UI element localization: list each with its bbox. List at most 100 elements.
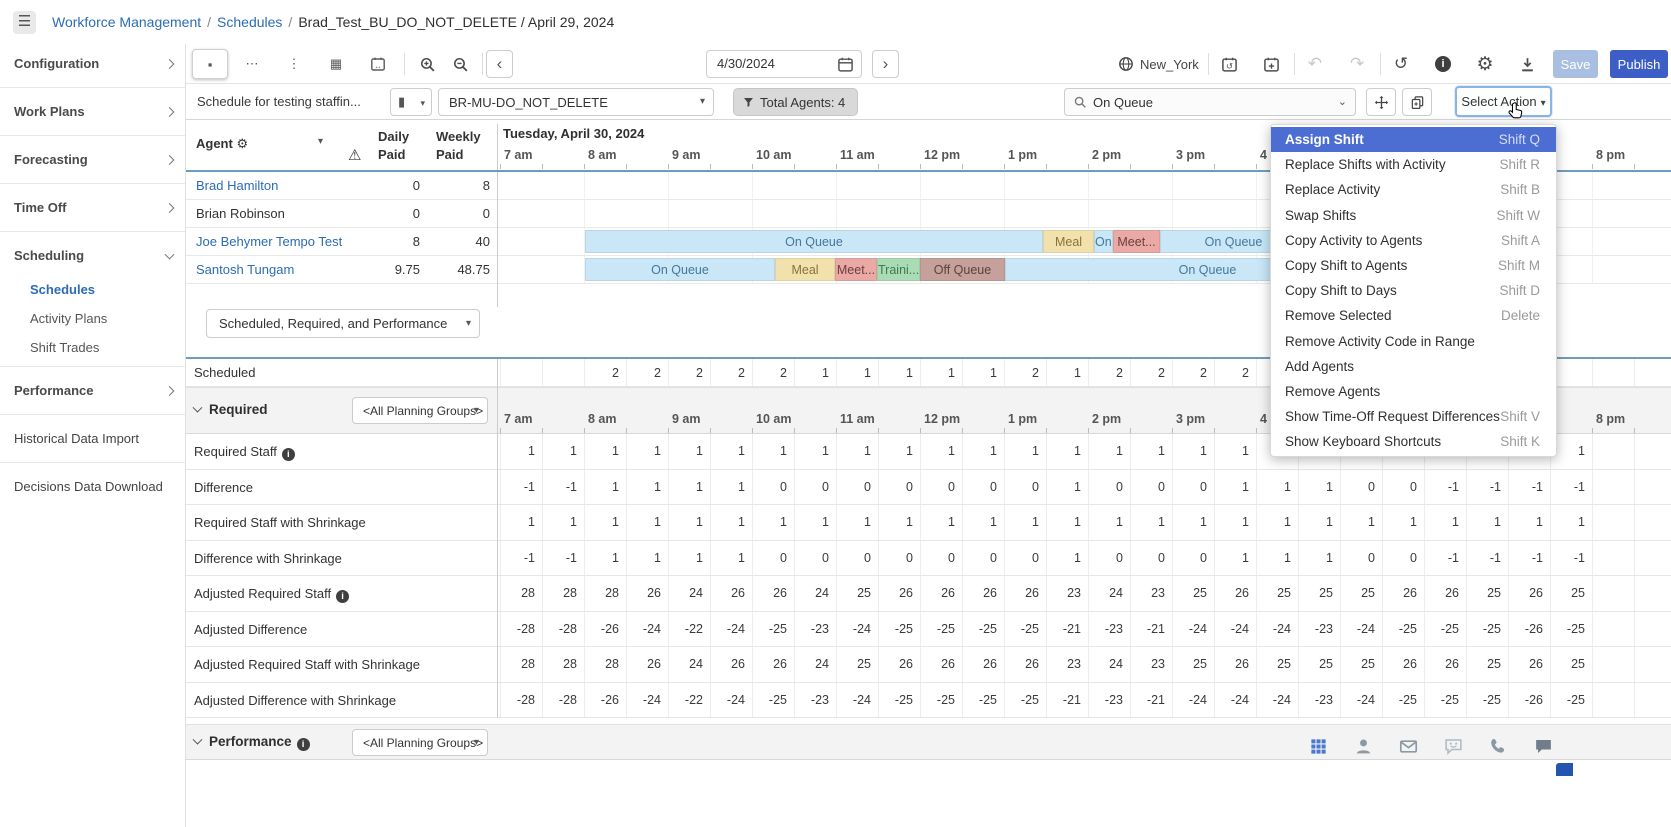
- prev-day-button[interactable]: ‹: [486, 50, 513, 78]
- planning-groups-select[interactable]: <All Planning Groups> ▾: [352, 729, 488, 756]
- sidebar-item-configuration[interactable]: Configuration: [0, 44, 185, 83]
- time-label: 3 pm: [1176, 148, 1206, 162]
- corner-widget[interactable]: [1556, 763, 1573, 776]
- shift-segment-off_queue[interactable]: Off Queue: [920, 258, 1005, 281]
- menu-item-swap-shifts[interactable]: Swap Shifts Shift W: [1271, 203, 1556, 228]
- column-view-button[interactable]: ⋮: [287, 56, 301, 71]
- publish-button[interactable]: Publish: [1610, 50, 1668, 78]
- agent-name-link[interactable]: Santosh Tungam: [196, 262, 295, 277]
- staffing-cell: 0: [878, 469, 920, 504]
- breadcrumb-item[interactable]: Workforce Management: [52, 14, 202, 30]
- menu-item-remove-selected[interactable]: Remove Selected Delete: [1271, 303, 1556, 328]
- next-day-button[interactable]: ›: [872, 50, 899, 78]
- shift-segment-on_queue[interactable]: On Queue: [585, 258, 775, 281]
- agent-row[interactable]: Santosh Tungam 9.75 48.75 On Queue Meal Meet.…: [186, 256, 1671, 284]
- time-tick: [1592, 164, 1593, 169]
- menu-item-show-time-off-request-differences[interactable]: Show Time-Off Request Differences Shift V: [1271, 404, 1556, 429]
- sidebar-item-work-plans[interactable]: Work Plans: [0, 92, 185, 131]
- calendar-add-icon[interactable]: [1256, 51, 1286, 77]
- select-action-button[interactable]: Select Action ▾: [1455, 86, 1552, 117]
- zoom-out-icon[interactable]: [445, 51, 475, 77]
- agent-row[interactable]: Brian Robinson 0 0: [186, 200, 1671, 228]
- menu-item-add-agents[interactable]: Add Agents: [1285, 358, 1355, 374]
- management-unit-icon-button[interactable]: ▮ ▾: [390, 88, 432, 116]
- breadcrumb-item[interactable]: Schedules: [217, 14, 283, 30]
- time-tick: [500, 428, 501, 433]
- move-shift-icon-button[interactable]: [1366, 88, 1396, 116]
- menu-item-remove-agents[interactable]: Remove Agents: [1285, 383, 1381, 399]
- performance-section-title[interactable]: Performance i: [192, 734, 310, 751]
- shift-segment-meal[interactable]: Meal: [775, 258, 835, 281]
- undo-icon[interactable]: ↶: [1307, 54, 1323, 73]
- grid-view-button[interactable]: ▦: [329, 56, 343, 71]
- sidebar-item-forecasting[interactable]: Forecasting: [0, 140, 185, 179]
- date-range-view-button[interactable]: ↔: [360, 49, 396, 79]
- info-icon[interactable]: i: [281, 448, 295, 461]
- planning-groups-select[interactable]: <All Planning Groups> ▾: [352, 397, 488, 424]
- menu-item-replace-activity[interactable]: Replace Activity Shift B: [1271, 177, 1556, 202]
- people-icon[interactable]: [1350, 733, 1376, 759]
- download-icon[interactable]: [1512, 51, 1542, 77]
- envelope-icon[interactable]: [1395, 733, 1421, 759]
- gear-icon[interactable]: ⚙: [236, 136, 249, 151]
- staffing-row-label: Adjusted Required Staff i: [194, 586, 350, 603]
- info-icon[interactable]: i: [1428, 51, 1458, 77]
- timezone-selector[interactable]: New_York: [1118, 56, 1199, 72]
- agent-name-link[interactable]: Brad Hamilton: [196, 178, 279, 193]
- shift-segment-on_queue[interactable]: On..: [1094, 230, 1113, 253]
- staffing-row-label: Required Staff with Shrinkage: [194, 515, 366, 530]
- activity-search-combobox[interactable]: On Queue ⌄: [1064, 88, 1356, 116]
- copy-shift-icon-button[interactable]: [1402, 88, 1432, 116]
- sidebar-item-schedules[interactable]: Schedules: [30, 282, 96, 297]
- save-button[interactable]: Save: [1553, 50, 1598, 78]
- chat-icon[interactable]: [1530, 733, 1556, 759]
- sidebar-item-time-off[interactable]: Time Off: [0, 188, 185, 227]
- menu-item-show-keyboard-shortcuts[interactable]: Show Keyboard Shortcuts Shift K: [1271, 429, 1556, 454]
- management-unit-value: BR-MU-DO_NOT_DELETE: [449, 95, 608, 110]
- agent-column-header[interactable]: Agent ⚙: [196, 136, 249, 151]
- history-icon[interactable]: ↺: [1393, 54, 1409, 73]
- sidebar-item-performance[interactable]: Performance: [0, 371, 185, 410]
- sidebar-item-scheduling[interactable]: Scheduling: [0, 236, 185, 275]
- info-icon[interactable]: i: [336, 590, 350, 603]
- shift-segment-meeting[interactable]: Meet...: [1113, 230, 1160, 253]
- redo-icon[interactable]: ↷: [1349, 54, 1365, 73]
- search-icon: [1073, 95, 1087, 109]
- menu-item-assign-shift[interactable]: Assign Shift Shift Q: [1271, 127, 1556, 153]
- smiley-chat-icon[interactable]: [1440, 733, 1466, 759]
- shift-segment-training[interactable]: Traini...: [877, 258, 920, 281]
- staffing-cell: 28: [500, 647, 542, 682]
- calendar-icon[interactable]: [837, 56, 854, 73]
- sidebar-item-activity-plans[interactable]: Activity Plans: [30, 311, 108, 326]
- chevron-right-icon: [164, 106, 175, 117]
- required-section-title[interactable]: Required: [192, 402, 268, 417]
- menu-item-copy-shift-to-days[interactable]: Copy Shift to Days Shift D: [1271, 278, 1556, 303]
- svg-text:↺: ↺: [1225, 60, 1232, 70]
- sidebar-item-historical-data-import[interactable]: Historical Data Import: [14, 431, 139, 446]
- sort-caret-icon[interactable]: ▾: [318, 136, 324, 147]
- staffing-cell: 0: [752, 469, 794, 504]
- hamburger-menu-icon[interactable]: ☰: [13, 11, 36, 34]
- settings-gear-icon[interactable]: ⚙: [1476, 53, 1494, 75]
- shift-segment-meeting[interactable]: Meet...: [835, 258, 877, 281]
- date-input[interactable]: [717, 56, 827, 71]
- sidebar-item-decisions-data-download[interactable]: Decisions Data Download: [14, 479, 163, 494]
- grid-icon[interactable]: [1305, 733, 1331, 759]
- shift-segment-on_queue[interactable]: On Queue: [585, 230, 1043, 253]
- management-unit-select[interactable]: BR-MU-DO_NOT_DELETE ▾: [438, 88, 714, 116]
- calendar-undo-icon[interactable]: ↺: [1214, 51, 1244, 77]
- agent-name-link[interactable]: Joe Behymer Tempo Test: [196, 234, 343, 249]
- phone-icon[interactable]: [1485, 733, 1511, 759]
- zoom-in-icon[interactable]: [412, 51, 442, 77]
- menu-item-copy-shift-to-agents[interactable]: Copy Shift to Agents Shift M: [1271, 253, 1556, 278]
- menu-item-replace-shifts-with-activity[interactable]: Replace Shifts with Activity Shift R: [1271, 152, 1556, 177]
- agent-row[interactable]: Brad Hamilton 0 8: [186, 172, 1671, 200]
- total-agents-filter-button[interactable]: Total Agents: 4: [733, 88, 859, 116]
- menu-item-copy-activity-to-agents[interactable]: Copy Activity to Agents Shift A: [1271, 228, 1556, 253]
- view-mode-select[interactable]: Scheduled, Required, and Performance ▾: [206, 309, 480, 338]
- menu-item-remove-activity-code-in-range[interactable]: Remove Activity Code in Range: [1285, 333, 1475, 349]
- single-day-view-button[interactable]: ▪: [192, 49, 228, 79]
- shift-segment-meal[interactable]: Meal: [1043, 230, 1094, 253]
- multi-day-view-button[interactable]: ⋯: [245, 56, 259, 71]
- sidebar-item-shift-trades[interactable]: Shift Trades: [30, 340, 100, 355]
